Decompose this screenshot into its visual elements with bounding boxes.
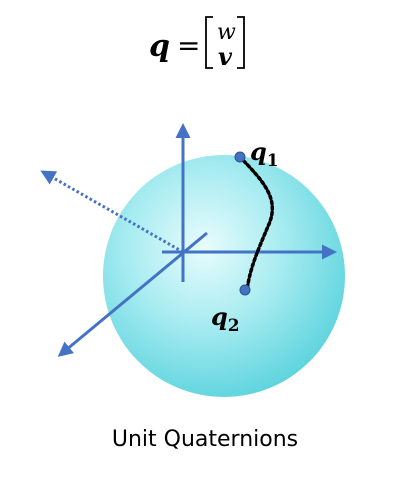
point-q2-dot <box>239 284 251 296</box>
unit-sphere <box>103 155 345 397</box>
point-q1-label: q1 <box>250 137 279 171</box>
axis-depth <box>57 231 208 357</box>
point-q1-subscript: 1 <box>267 151 279 171</box>
quaternion-formula: q = w v <box>149 16 245 71</box>
vector-bottom-v: v <box>218 42 233 71</box>
right-bracket <box>237 16 245 69</box>
point-q1-dot <box>234 151 246 163</box>
point-q2-label: q2 <box>211 302 240 336</box>
diagram-caption: Unit Quaternions <box>112 427 298 452</box>
vector-top-w: w <box>217 20 236 45</box>
point-q2-subscript: 2 <box>228 316 240 336</box>
point-q2-letter: q <box>211 302 228 331</box>
left-bracket <box>205 16 213 69</box>
rotation-axis-dotted <box>40 170 184 254</box>
point-q1: q1 <box>234 137 279 171</box>
formula-lhs: q <box>149 29 170 64</box>
point-q1-letter: q <box>250 137 267 166</box>
interpolation-path <box>238 155 275 292</box>
point-q2: q2 <box>211 284 251 336</box>
formula-equals: = <box>177 29 200 62</box>
